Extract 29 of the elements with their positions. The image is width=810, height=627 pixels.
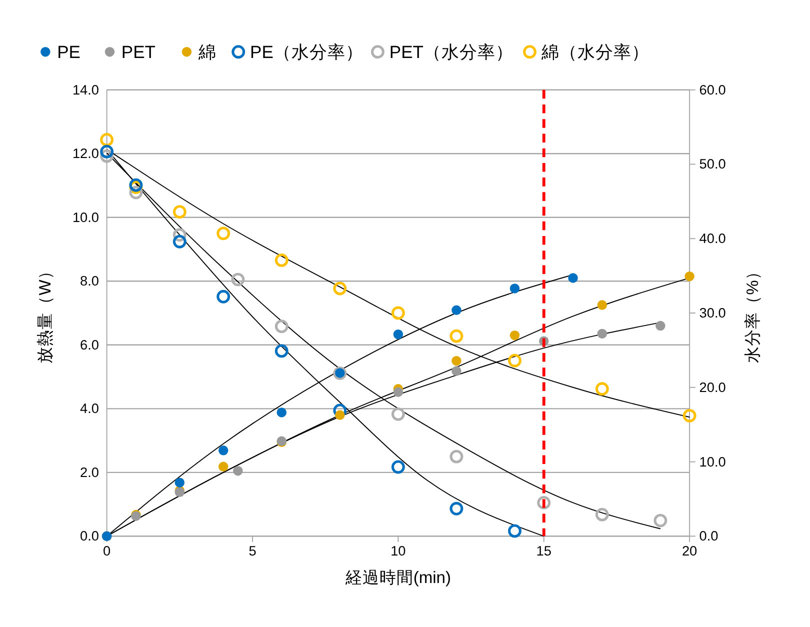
legend-label: PET (121, 42, 156, 62)
y-tick-label: 6.0 (80, 337, 100, 352)
legend-label: PET（水分率） (389, 42, 514, 62)
y-tick-label: 4.0 (80, 401, 100, 416)
y2-tick-label: 20.0 (699, 380, 726, 395)
legend-label: 綿 (197, 42, 216, 62)
y2-tick-label: 50.0 (699, 156, 726, 172)
y2-tick-label: 40.0 (699, 231, 726, 246)
x-tick-label: 0 (103, 544, 112, 559)
y-tick-label: 14.0 (72, 82, 100, 98)
y2-tick-label: 60.0 (699, 82, 726, 98)
y-axis-title: 放熱量（W） (35, 262, 54, 364)
x-tick-label: 15 (536, 544, 552, 559)
x-tick-label: 5 (248, 544, 256, 559)
y2-tick-label: 10.0 (699, 454, 726, 470)
x-tick-label: 20 (682, 544, 698, 559)
y2-tick-label: 30.0 (699, 306, 726, 321)
x-tick-label: 10 (390, 544, 406, 559)
y2-tick-label: 0.0 (699, 528, 719, 544)
y2-axis-title: 水分率（%） (742, 263, 762, 363)
legend-label: PE（水分率） (250, 42, 364, 62)
legend-label: PE (57, 42, 80, 62)
y-tick-label: 0.0 (80, 528, 100, 544)
y-tick-label: 12.0 (72, 146, 100, 162)
x-axis-title: 経過時間(min) (344, 568, 452, 587)
y-tick-label: 2.0 (80, 464, 100, 480)
y-tick-label: 8.0 (80, 274, 100, 289)
legend-label: 綿（水分率） (540, 42, 650, 62)
y-tick-label: 10.0 (72, 210, 100, 225)
